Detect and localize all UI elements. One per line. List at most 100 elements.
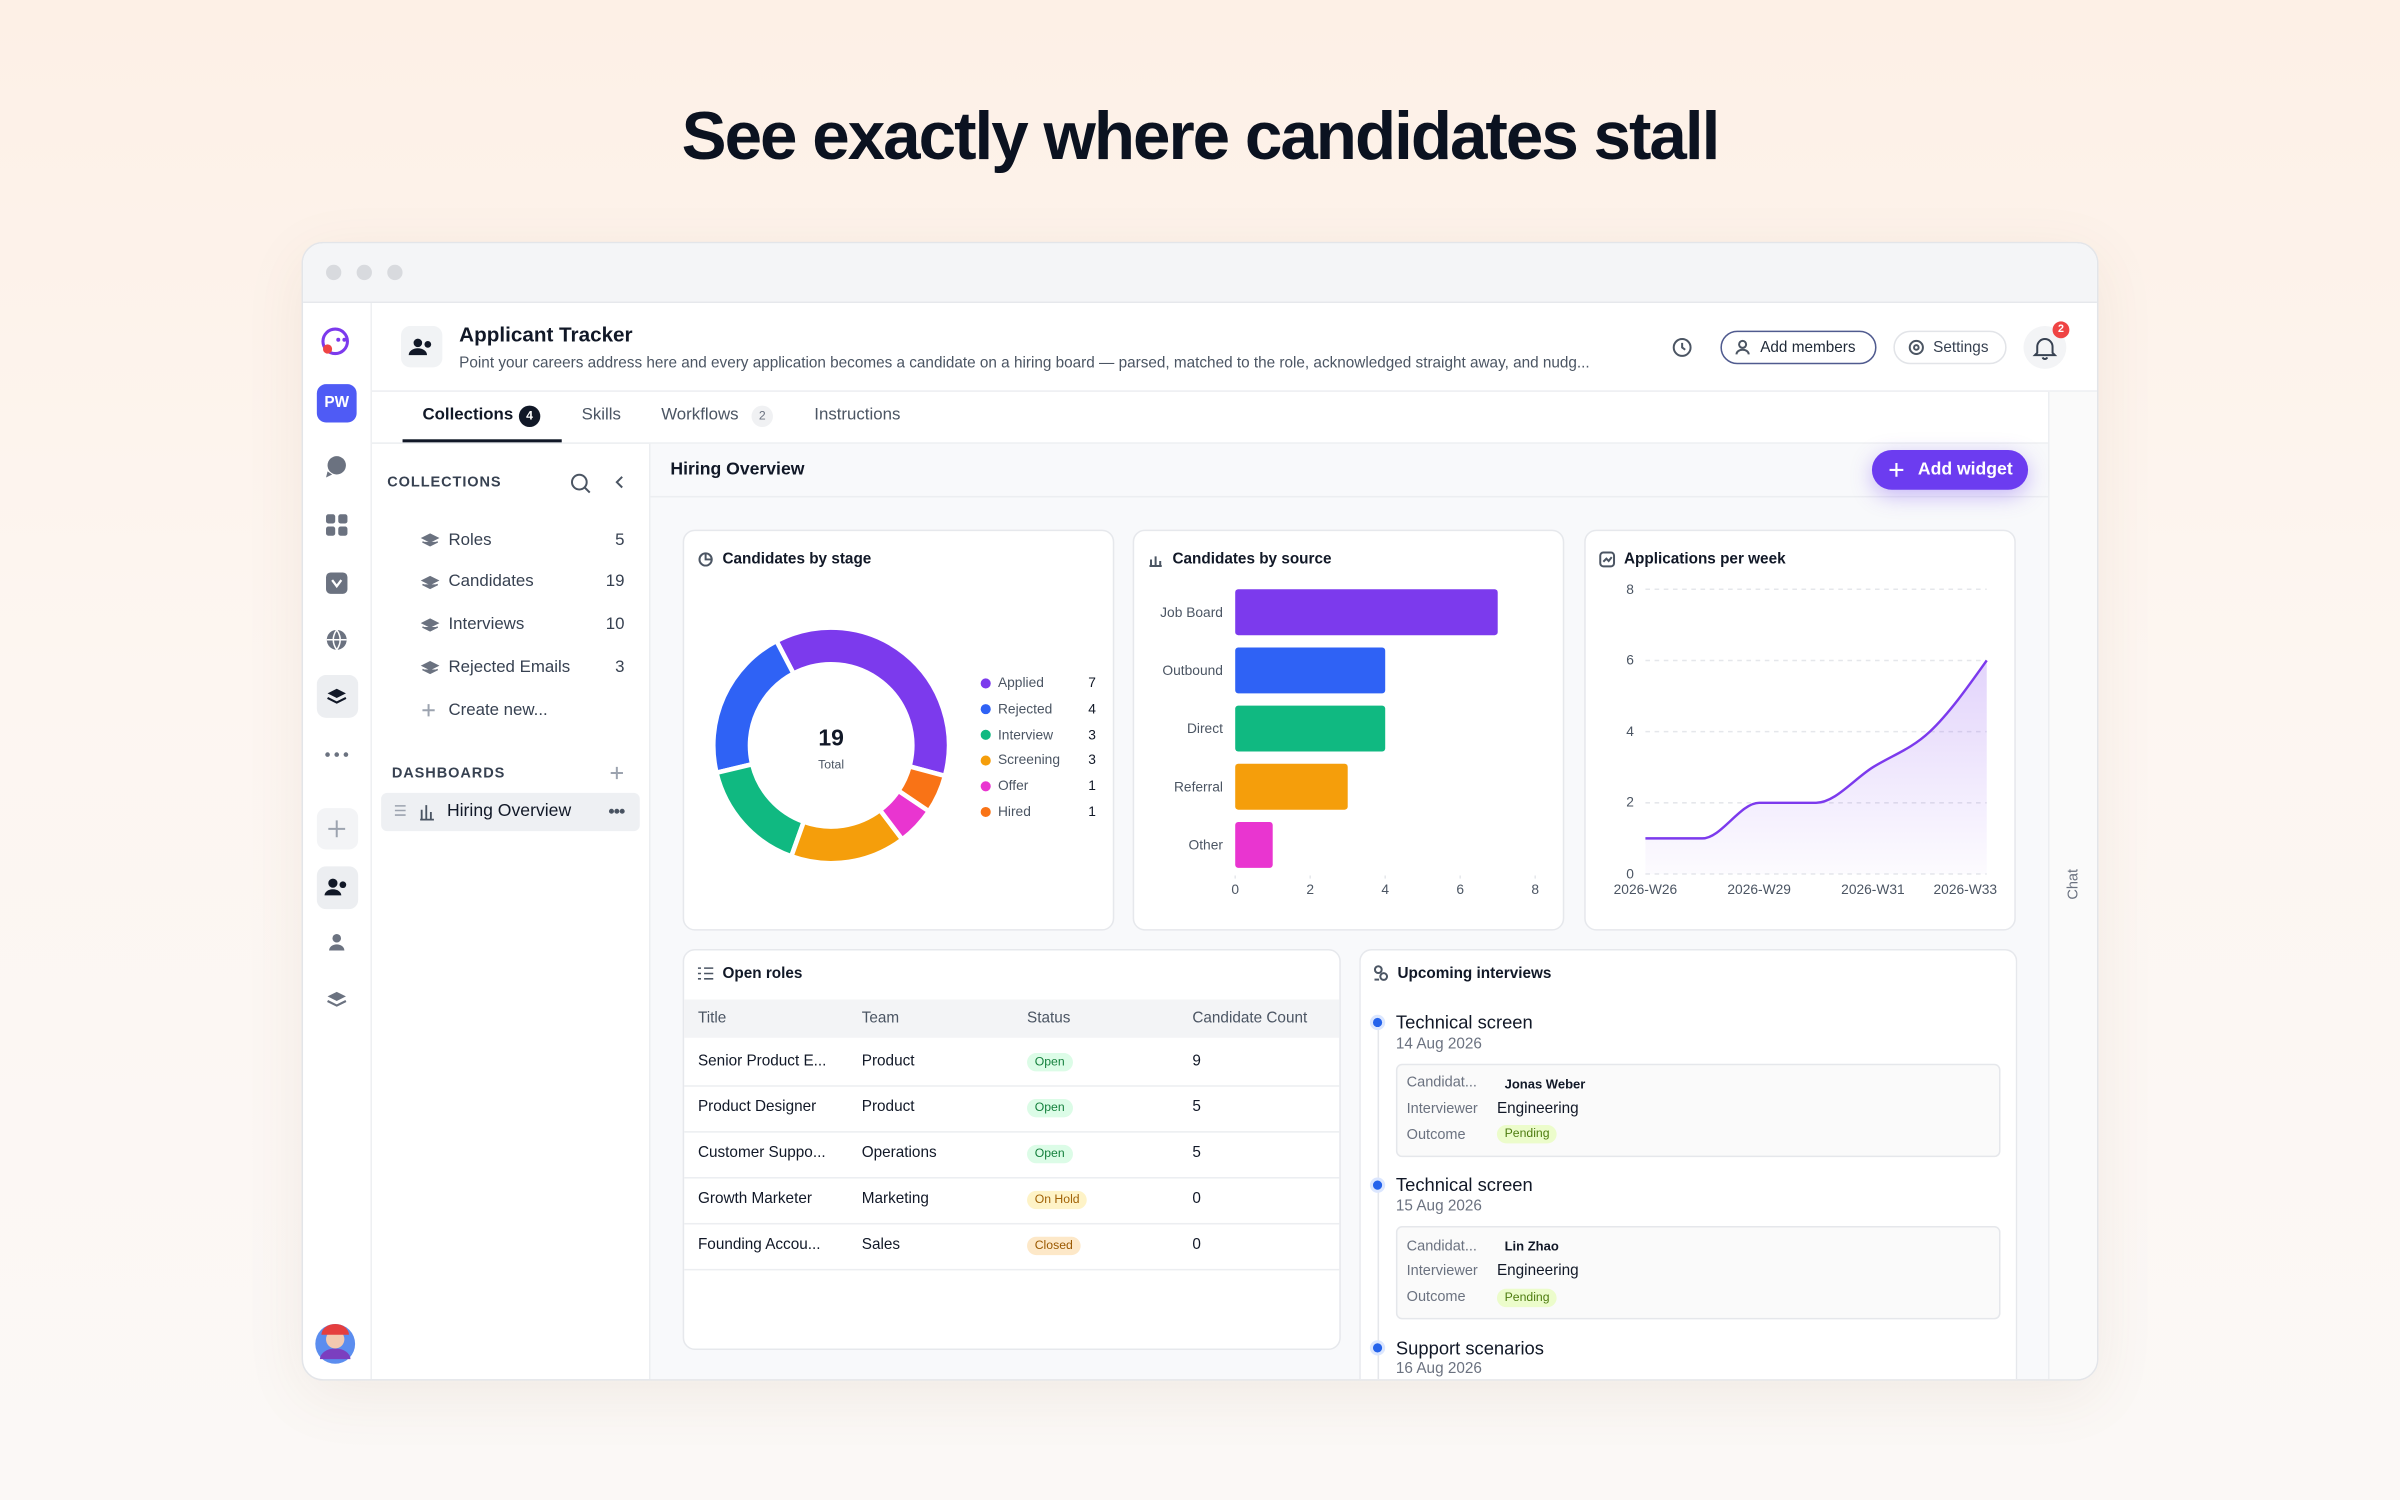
- bar-category-label: Outbound: [1162, 661, 1223, 678]
- column-header: Candidate Count: [1192, 1009, 1308, 1027]
- bar: [1235, 589, 1498, 636]
- table-cell: Marketing: [861, 1190, 929, 1208]
- icon-rail: [303, 303, 372, 1380]
- add-members-label[interactable]: Add members: [1760, 339, 1856, 356]
- tab-label[interactable]: Skills: [581, 405, 621, 424]
- table-cell: Senior Product E...: [697, 1052, 827, 1070]
- user-badge[interactable]: [316, 384, 357, 423]
- row-divider: [684, 1130, 1340, 1133]
- interview-date: 16 Aug 2026: [1395, 1360, 1482, 1378]
- active-tab-underline: [402, 439, 562, 443]
- table-cell: Growth Marketer: [697, 1190, 812, 1208]
- status-pill: Open: [1027, 1144, 1073, 1164]
- dashboard-row[interactable]: [381, 792, 640, 832]
- field-label: Outcome: [1406, 1288, 1466, 1306]
- dashboards-heading: DASHBOARDS: [391, 764, 506, 782]
- legend-swatch: [980, 806, 991, 818]
- legend-value: 3: [1088, 752, 1096, 768]
- legend-value: 4: [1088, 700, 1096, 717]
- x-tick-label: 2: [1306, 881, 1315, 897]
- y-tick-label: 6: [1626, 652, 1634, 668]
- table-cell: Operations: [861, 1144, 937, 1162]
- x-tick-label: 2026-W29: [1727, 881, 1791, 897]
- bar: [1235, 647, 1386, 694]
- x-tick-label: 2026-W31: [1841, 881, 1905, 897]
- row-divider: [684, 1223, 1340, 1225]
- legend-swatch: [980, 704, 991, 715]
- dashboard-name[interactable]: Hiring Overview: [446, 801, 572, 821]
- collection-name[interactable]: Interviews: [448, 615, 525, 634]
- table-cell: Founding Accou...: [697, 1237, 821, 1255]
- interview-date: 15 Aug 2026: [1395, 1198, 1482, 1215]
- dashboard-header: [650, 443, 2048, 498]
- legend-swatch: [980, 729, 991, 740]
- timeline-dot: [1369, 1340, 1386, 1356]
- table-cell: 0: [1192, 1190, 1201, 1208]
- header-divider: [371, 390, 2097, 392]
- y-tick-label: 4: [1626, 723, 1634, 739]
- collection-name[interactable]: Roles: [448, 530, 492, 549]
- status-pill: On Hold: [1027, 1190, 1088, 1210]
- table-cell: 5: [1192, 1144, 1201, 1162]
- interview-title: Technical screen: [1395, 1174, 1533, 1196]
- legend-label: Rejected: [997, 700, 1053, 717]
- legend-label: Hired: [997, 803, 1031, 819]
- legend-label: Offer: [997, 777, 1029, 794]
- side-panel-label[interactable]: Chat: [2065, 869, 2083, 901]
- add-widget-label[interactable]: Add widget: [1917, 460, 2013, 479]
- collection-icon: [420, 575, 440, 590]
- legend-label: Interview: [997, 726, 1054, 742]
- timeline-dot: [1369, 1177, 1386, 1193]
- table-cell: Product: [861, 1052, 915, 1070]
- x-tick-label: 8: [1531, 881, 1540, 897]
- add-members-button[interactable]: [1720, 330, 1877, 365]
- collections-panel: [372, 443, 651, 1380]
- settings-label[interactable]: Settings: [1933, 339, 1989, 356]
- legend-value: 7: [1088, 675, 1096, 691]
- tab-count-badge: [518, 404, 541, 427]
- y-tick-label: 0: [1626, 865, 1634, 881]
- stage-card: [682, 529, 1115, 931]
- tab-label[interactable]: Instructions: [814, 405, 901, 424]
- collection-count: 10: [605, 615, 625, 634]
- outcome-pill: Pending: [1496, 1125, 1558, 1144]
- table-cell: Product Designer: [697, 1098, 817, 1116]
- timeline-line: [1376, 1022, 1379, 1380]
- tab-count-badge: [751, 404, 773, 427]
- chat-rail[interactable]: [2047, 391, 2097, 1380]
- status-pill: Open: [1027, 1052, 1073, 1071]
- table-cell: 9: [1192, 1052, 1201, 1070]
- card-title: Open roles: [722, 965, 803, 982]
- bar-category-label: Direct: [1186, 720, 1223, 736]
- collection-icon: [420, 618, 440, 632]
- x-tick-label: 2026-W26: [1613, 881, 1678, 897]
- table-cell: 0: [1192, 1237, 1201, 1255]
- x-tick-label: 0: [1231, 881, 1240, 897]
- bar-category-label: Job Board: [1160, 603, 1223, 620]
- status-pill: Open: [1027, 1098, 1073, 1117]
- create-collection[interactable]: Create new...: [448, 701, 548, 720]
- window-dots: [326, 264, 403, 281]
- collection-icon: [420, 660, 440, 675]
- tabs-divider: [371, 442, 2048, 444]
- status-pill: Closed: [1027, 1237, 1081, 1256]
- card-title: Applications per week: [1623, 550, 1786, 568]
- field-label: Candidat...: [1406, 1237, 1477, 1255]
- interview-title: Support scenarios: [1395, 1337, 1544, 1359]
- collection-name[interactable]: Candidates: [448, 572, 534, 592]
- field-value: Engineering: [1496, 1100, 1579, 1117]
- legend-value: 1: [1088, 777, 1096, 794]
- collection-name[interactable]: Rejected Emails: [448, 657, 571, 677]
- x-tick-label: 2026-W33: [1933, 881, 1998, 897]
- tab-label[interactable]: Workflows: [661, 405, 739, 424]
- tab-label[interactable]: Collections: [422, 405, 514, 424]
- line-area: [1645, 660, 1987, 874]
- table-cell: Product: [861, 1098, 915, 1116]
- settings-button[interactable]: [1893, 330, 2007, 365]
- interview-details: [1395, 1063, 2001, 1158]
- field-value: Jonas Weber: [1504, 1075, 1586, 1091]
- legend-value: 3: [1088, 726, 1096, 742]
- interview-details: [1395, 1226, 2001, 1320]
